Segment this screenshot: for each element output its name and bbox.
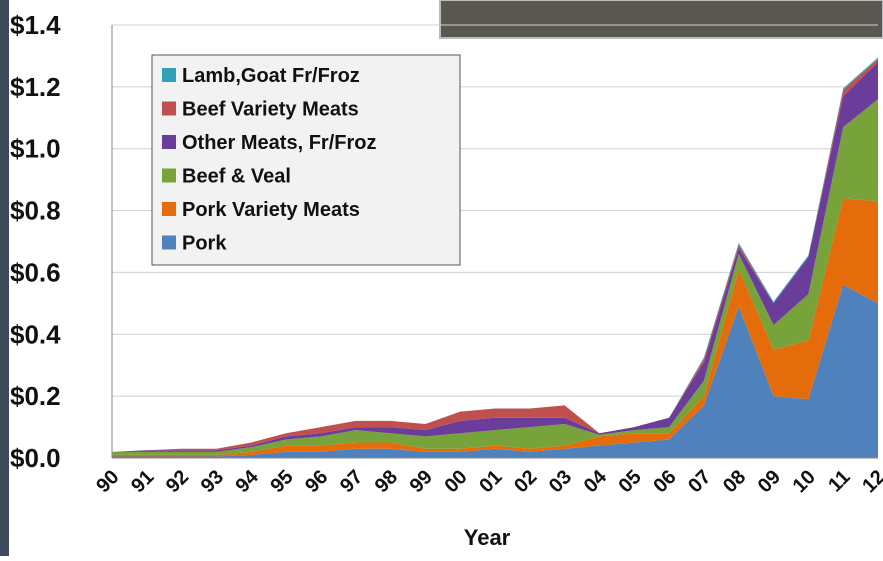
x-tick-label: 01 (475, 466, 506, 497)
x-tick-label: 94 (232, 465, 264, 497)
legend-label: Pork Variety Meats (182, 199, 360, 221)
x-tick-label: 02 (510, 466, 541, 497)
frame-strip (0, 0, 9, 556)
legend-swatch (162, 236, 176, 250)
x-tick-label: 93 (197, 466, 228, 497)
x-tick-label: 99 (406, 466, 437, 497)
y-tick-label: $0.8 (10, 196, 61, 226)
y-tick-label: $1.4 (10, 10, 61, 40)
legend-label: Other Meats, Fr/Froz (182, 132, 376, 154)
x-tick-label: 04 (580, 465, 612, 497)
y-tick-label: $0.0 (10, 443, 61, 473)
x-tick-label: 11 (824, 466, 855, 497)
x-tick-label: 96 (301, 466, 332, 497)
legend-label: Beef & Veal (182, 166, 291, 188)
x-tick-label: 98 (371, 466, 402, 497)
legend-swatch (162, 202, 176, 216)
x-tick-label: 10 (789, 466, 820, 497)
x-tick-label: 07 (684, 466, 715, 497)
legend-swatch (162, 135, 176, 149)
y-tick-label: $0.2 (10, 381, 61, 411)
y-tick-label: $0.6 (10, 257, 61, 287)
x-tick-label: 05 (615, 466, 646, 497)
x-tick-label: 09 (754, 466, 785, 497)
y-tick-label: $0.4 (10, 319, 61, 349)
legend-swatch (162, 68, 176, 82)
legend-label: Pork (182, 233, 227, 255)
x-tick-label: 95 (266, 466, 297, 497)
legend-label: Lamb,Goat Fr/Froz (182, 65, 360, 87)
x-tick-label: 00 (440, 466, 471, 497)
y-tick-label: $1.0 (10, 134, 61, 164)
x-tick-label: 06 (649, 466, 680, 497)
legend-swatch (162, 102, 176, 116)
x-tick-label: 90 (92, 466, 123, 497)
x-tick-label: 91 (127, 466, 158, 497)
y-tick-label: $1.2 (10, 72, 61, 102)
x-tick-label: 03 (545, 466, 576, 497)
legend-label: Beef Variety Meats (182, 99, 359, 121)
page: {"chart_data": {"type": "stacked-area", … (0, 0, 883, 556)
legend-swatch (162, 169, 176, 183)
x-tick-label: 92 (162, 466, 193, 497)
chart: Year $0.0$0.2$0.4$0.6$0.8$1.0$1.2$1.4909… (0, 0, 883, 556)
x-axis-title: Year (464, 525, 511, 550)
x-tick-label: 12 (858, 466, 883, 497)
x-tick-label: 97 (336, 466, 367, 497)
x-tick-label: 08 (719, 466, 750, 497)
photo (440, 0, 883, 38)
